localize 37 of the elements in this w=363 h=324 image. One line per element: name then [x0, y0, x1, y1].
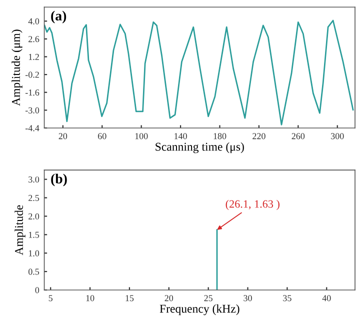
- annotation: (a): [51, 10, 66, 24]
- x-tick-label: 220: [252, 133, 266, 140]
- y-tick-label: 0.5: [28, 268, 40, 275]
- x-tick-label: 5: [48, 295, 52, 302]
- x-tick-label: 300: [331, 133, 344, 140]
- y-tick-label: 0: [35, 287, 40, 294]
- x-tick-label: 260: [292, 133, 305, 140]
- x-tick-label: 60: [98, 133, 106, 140]
- y-tick-label: -4.4: [25, 125, 40, 132]
- y-tick-label: 3.0: [28, 176, 40, 183]
- y-tick-label: 1.0: [28, 250, 40, 256]
- y-tick-label: 2.0: [28, 213, 40, 220]
- y-axis-title: Amplitude: [14, 205, 26, 256]
- x-tick-label: 30: [244, 295, 252, 302]
- annotation: (b): [51, 174, 67, 186]
- x-tick-label: 35: [283, 295, 292, 302]
- x-tick-label: 180: [214, 133, 226, 140]
- y-tick-label: -3.0: [25, 107, 40, 114]
- y-tick-label: -1.6: [25, 90, 40, 96]
- x-tick-label: 20: [58, 133, 68, 140]
- x-tick-label: 25: [204, 295, 212, 302]
- x-axis-title: Scanning time (μs): [156, 142, 244, 154]
- x-axis-title: Frequency (kHz): [160, 304, 240, 316]
- y-tick-label: 1.2: [28, 54, 39, 60]
- y-tick-label: 4.0: [28, 18, 40, 24]
- y-axis-title: Amplitude (μm): [12, 30, 22, 106]
- y-tick-label: -0.2: [25, 72, 39, 78]
- x-tick-label: 40: [322, 295, 331, 302]
- x-tick-label: 15: [126, 295, 134, 302]
- y-tick-label: 2.6: [28, 36, 40, 42]
- x-tick-label: 20: [164, 295, 174, 302]
- y-tick-label: 1.5: [28, 232, 40, 238]
- x-tick-label: 100: [135, 133, 148, 140]
- x-tick-label: 140: [174, 133, 187, 140]
- x-tick-label: 10: [86, 295, 94, 302]
- annotation: (26.1, 1.63 ): [226, 200, 280, 210]
- y-tick-label: 2.5: [28, 194, 40, 202]
